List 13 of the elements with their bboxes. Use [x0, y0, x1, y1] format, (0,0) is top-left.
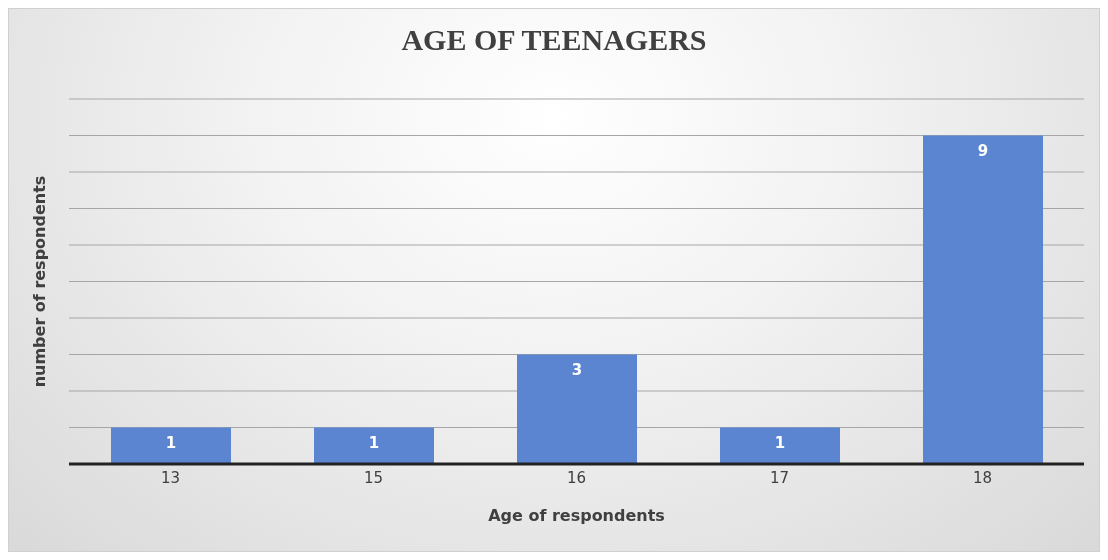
y-axis-title: number of respondents: [29, 175, 49, 388]
data-label: 9: [977, 142, 989, 161]
x-tick-label: 18: [972, 468, 993, 487]
chart-title: AGE OF TEENAGERS: [400, 23, 708, 57]
x-tick-label: 15: [363, 468, 384, 487]
x-axis-title: Age of respondents: [488, 506, 665, 525]
data-label: 3: [571, 361, 583, 380]
data-label: 1: [368, 434, 380, 453]
data-label: 1: [774, 434, 786, 453]
x-tick-label: 13: [160, 468, 181, 487]
x-tick-label: 16: [566, 468, 587, 487]
data-label: 1: [165, 434, 177, 453]
x-tick-label: 17: [769, 468, 790, 487]
